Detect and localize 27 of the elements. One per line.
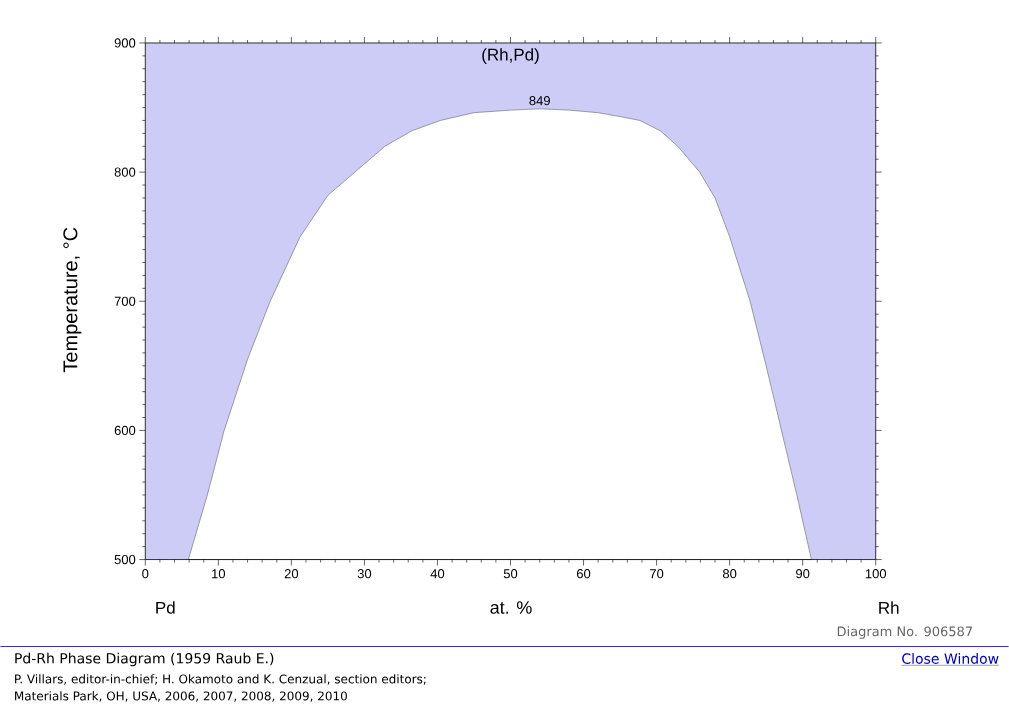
- x-tick-label: 100: [865, 568, 887, 579]
- text: Materials Park, OH, USA, 2006, 2007, 2008, 2009, 2010: [15, 690, 347, 702]
- y-axis-title: Temperature, °C: [63, 227, 82, 372]
- text: Pd-Rh Phase Diagram (1959 Raub E.): [15, 652, 274, 667]
- text: Close Window: [902, 652, 999, 664]
- y-tick-label: 800: [114, 167, 136, 177]
- x-tick-label: 60: [576, 568, 591, 579]
- text: Pd: [156, 601, 175, 614]
- text: Diagram No. 906587: [837, 626, 972, 639]
- y-tick-label: 600: [114, 425, 136, 435]
- x-tick-label: 40: [430, 568, 445, 579]
- y-tick-label: 900: [114, 38, 136, 48]
- x-tick-label: 30: [357, 568, 372, 579]
- x-tick-label: 80: [722, 568, 737, 579]
- x-tick-label: 10: [212, 568, 226, 579]
- x-tick-label: 20: [284, 568, 299, 579]
- x-tick-label: 90: [796, 568, 810, 579]
- y-tick-label: 700: [114, 296, 136, 306]
- annotation: 849: [529, 95, 550, 106]
- y-tick-label: 500: [114, 554, 136, 564]
- band-label: (Rh,Pd): [482, 47, 539, 64]
- x-axis-title: at. %: [490, 600, 532, 614]
- x-tick-label: 0: [142, 568, 149, 579]
- text: P. Villars, editor-in-chief; H. Okamoto and K. Cenzual, section editors;: [15, 674, 426, 685]
- x-tick-label: 50: [503, 568, 518, 579]
- x-tick-label: 70: [650, 568, 664, 579]
- text: Rh: [879, 601, 899, 614]
